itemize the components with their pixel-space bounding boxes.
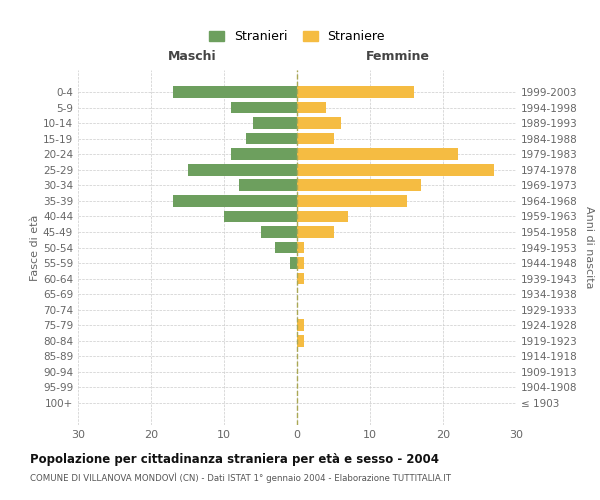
Bar <box>297 148 458 160</box>
Text: Femmine: Femmine <box>366 50 430 63</box>
Bar <box>297 226 334 238</box>
Bar <box>297 86 414 98</box>
Bar <box>297 335 304 346</box>
Bar <box>297 320 304 331</box>
Bar <box>232 148 297 160</box>
Bar <box>187 164 297 175</box>
Bar <box>253 117 297 129</box>
Bar <box>297 102 326 114</box>
Bar <box>297 210 348 222</box>
Bar <box>275 242 297 254</box>
Bar <box>297 180 421 191</box>
Bar <box>297 242 304 254</box>
Bar <box>297 164 494 175</box>
Bar <box>297 133 334 144</box>
Bar <box>246 133 297 144</box>
Bar <box>297 257 304 269</box>
Text: Popolazione per cittadinanza straniera per età e sesso - 2004: Popolazione per cittadinanza straniera p… <box>30 452 439 466</box>
Bar <box>297 195 407 206</box>
Bar <box>297 273 304 284</box>
Bar <box>297 117 341 129</box>
Bar <box>232 102 297 114</box>
Bar <box>224 210 297 222</box>
Y-axis label: Fasce di età: Fasce di età <box>30 214 40 280</box>
Bar <box>173 195 297 206</box>
Legend: Stranieri, Straniere: Stranieri, Straniere <box>205 26 389 47</box>
Bar <box>290 257 297 269</box>
Text: Maschi: Maschi <box>167 50 216 63</box>
Text: COMUNE DI VILLANOVA MONDOVÌ (CN) - Dati ISTAT 1° gennaio 2004 - Elaborazione TUT: COMUNE DI VILLANOVA MONDOVÌ (CN) - Dati … <box>30 472 451 483</box>
Bar <box>173 86 297 98</box>
Y-axis label: Anni di nascita: Anni di nascita <box>584 206 594 289</box>
Bar <box>239 180 297 191</box>
Bar <box>260 226 297 238</box>
